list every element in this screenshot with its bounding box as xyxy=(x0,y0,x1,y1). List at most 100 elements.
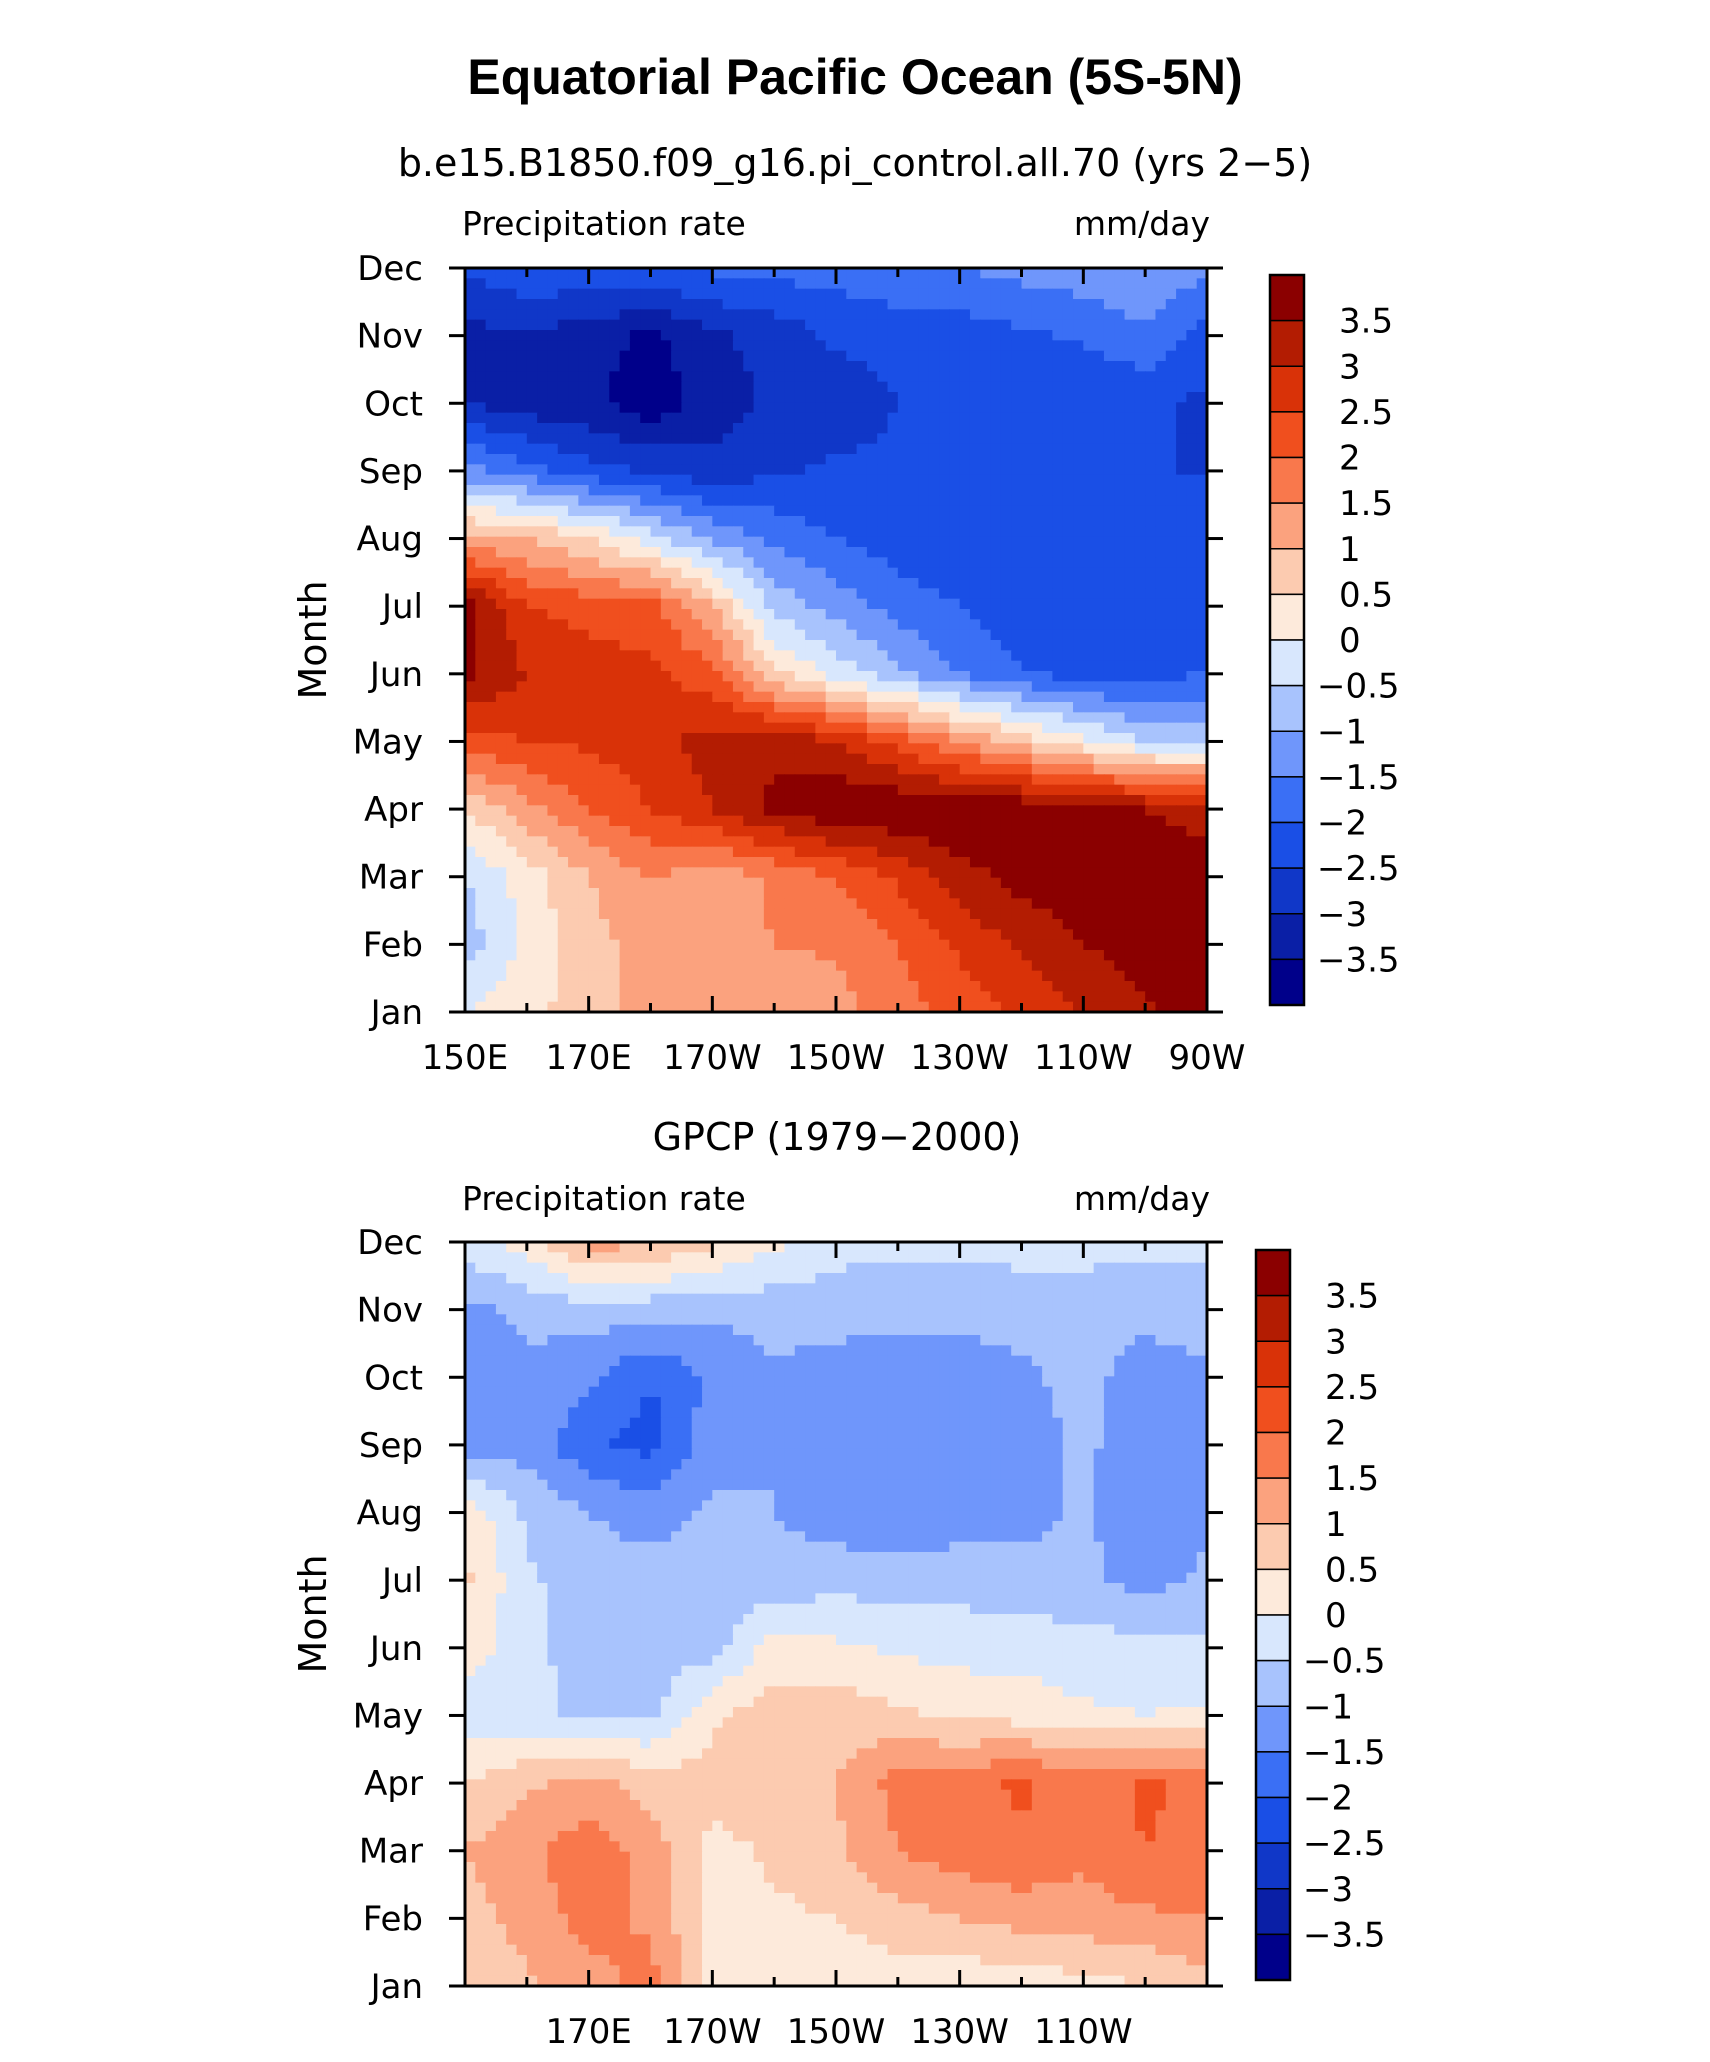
heatmap-cell xyxy=(1186,815,1198,827)
heatmap-cell xyxy=(866,939,878,951)
heatmap-cell xyxy=(1196,650,1207,662)
heatmap-cell xyxy=(650,722,662,734)
heatmap-cell xyxy=(1165,505,1177,517)
heatmap-cell xyxy=(681,268,693,279)
heatmap-cell xyxy=(1145,650,1157,662)
heatmap-cell xyxy=(877,412,889,424)
heatmap-cell xyxy=(969,650,981,662)
heatmap-cell xyxy=(681,609,693,620)
heatmap-cell xyxy=(939,288,950,300)
heatmap-cell xyxy=(949,588,961,600)
heatmap-cell xyxy=(1073,784,1084,796)
heatmap-cell xyxy=(475,702,487,713)
heatmap-cell xyxy=(805,898,816,910)
heatmap-cell xyxy=(939,743,950,755)
heatmap-cell xyxy=(887,733,899,744)
heatmap-cell xyxy=(1031,505,1043,517)
heatmap-cell xyxy=(475,361,487,372)
heatmap-cell xyxy=(969,939,981,951)
heatmap-cell xyxy=(557,485,569,496)
heatmap-cell xyxy=(568,815,579,827)
heatmap-cell xyxy=(774,526,786,538)
heatmap-cell xyxy=(1042,299,1054,310)
heatmap-cell xyxy=(784,671,796,682)
heatmap-cell xyxy=(1176,908,1187,920)
heatmap-cell xyxy=(928,805,940,817)
heatmap-cell xyxy=(609,299,621,310)
heatmap-cell xyxy=(980,526,992,538)
heatmap-cell xyxy=(856,516,868,527)
heatmap-cell xyxy=(959,278,971,290)
heatmap-cell xyxy=(1196,681,1207,693)
heatmap-cell xyxy=(650,505,662,517)
heatmap-cell xyxy=(939,640,950,651)
heatmap-cell xyxy=(506,795,518,806)
heatmap-cell xyxy=(1021,702,1033,713)
heatmap-cell xyxy=(495,371,507,383)
heatmap-cell xyxy=(547,712,559,724)
heatmap-cell xyxy=(1031,485,1043,496)
heatmap-cell xyxy=(1165,877,1177,889)
heatmap-cell xyxy=(712,454,724,465)
heatmap-cell xyxy=(702,929,713,941)
heatmap-cell xyxy=(784,309,796,321)
heatmap-cell xyxy=(846,702,858,713)
heatmap-cell xyxy=(557,857,569,868)
heatmap-cell xyxy=(712,485,724,496)
heatmap-cell xyxy=(495,598,507,610)
heatmap-cell xyxy=(1073,330,1084,341)
heatmap-cell xyxy=(526,857,538,868)
heatmap-cell xyxy=(702,340,713,352)
heatmap-cell xyxy=(588,681,600,693)
heatmap-cell xyxy=(1196,288,1207,300)
heatmap-cell xyxy=(465,960,476,972)
heatmap-cell xyxy=(578,464,590,476)
heatmap-cell xyxy=(897,774,909,786)
heatmap-cells xyxy=(465,268,1207,1012)
heatmap-cell xyxy=(1114,960,1126,972)
heatmap-cell xyxy=(836,319,847,331)
heatmap-cell xyxy=(702,526,713,538)
heatmap-cell xyxy=(897,722,909,734)
heatmap-cell xyxy=(557,908,569,920)
heatmap-cell xyxy=(495,402,507,414)
heatmap-cell xyxy=(1031,950,1043,961)
heatmap-cell xyxy=(836,557,847,569)
heatmap-cell xyxy=(1093,629,1105,641)
heatmap-cell xyxy=(1011,598,1023,610)
heatmap-cell xyxy=(939,578,950,589)
heatmap-cell xyxy=(712,681,724,693)
heatmap-cell xyxy=(526,712,538,724)
heatmap-cell xyxy=(598,795,610,806)
heatmap-cell xyxy=(877,908,889,920)
heatmap-cell xyxy=(557,867,569,879)
heatmap-cell xyxy=(1083,609,1095,620)
heatmap-cell xyxy=(1176,888,1187,899)
heatmap-cell xyxy=(887,578,899,589)
heatmap-cell xyxy=(1124,557,1136,569)
heatmap-cell xyxy=(516,836,528,848)
heatmap-cell xyxy=(1083,919,1095,930)
heatmap-cell xyxy=(1145,588,1157,600)
heatmap-cell xyxy=(1134,495,1146,507)
heatmap-cell xyxy=(526,443,538,455)
heatmap-cell xyxy=(506,288,518,300)
heatmap-cell xyxy=(949,919,961,930)
heatmap-cell xyxy=(887,795,899,806)
heatmap-cell xyxy=(465,443,476,455)
heatmap-cell xyxy=(784,350,796,362)
heatmap-cell xyxy=(969,474,981,486)
heatmap-cell xyxy=(928,640,940,651)
heatmap-cell xyxy=(846,815,858,827)
heatmap-cell xyxy=(640,454,652,465)
heatmap-cell xyxy=(506,474,518,486)
heatmap-cell xyxy=(537,598,549,610)
heatmap-cell xyxy=(516,960,528,972)
heatmap-cell xyxy=(918,464,930,476)
heatmap-cell xyxy=(1093,898,1105,910)
heatmap-cell xyxy=(660,908,672,920)
heatmap-cell xyxy=(825,268,837,279)
heatmap-cell xyxy=(897,423,909,434)
heatmap-cell xyxy=(465,650,476,662)
